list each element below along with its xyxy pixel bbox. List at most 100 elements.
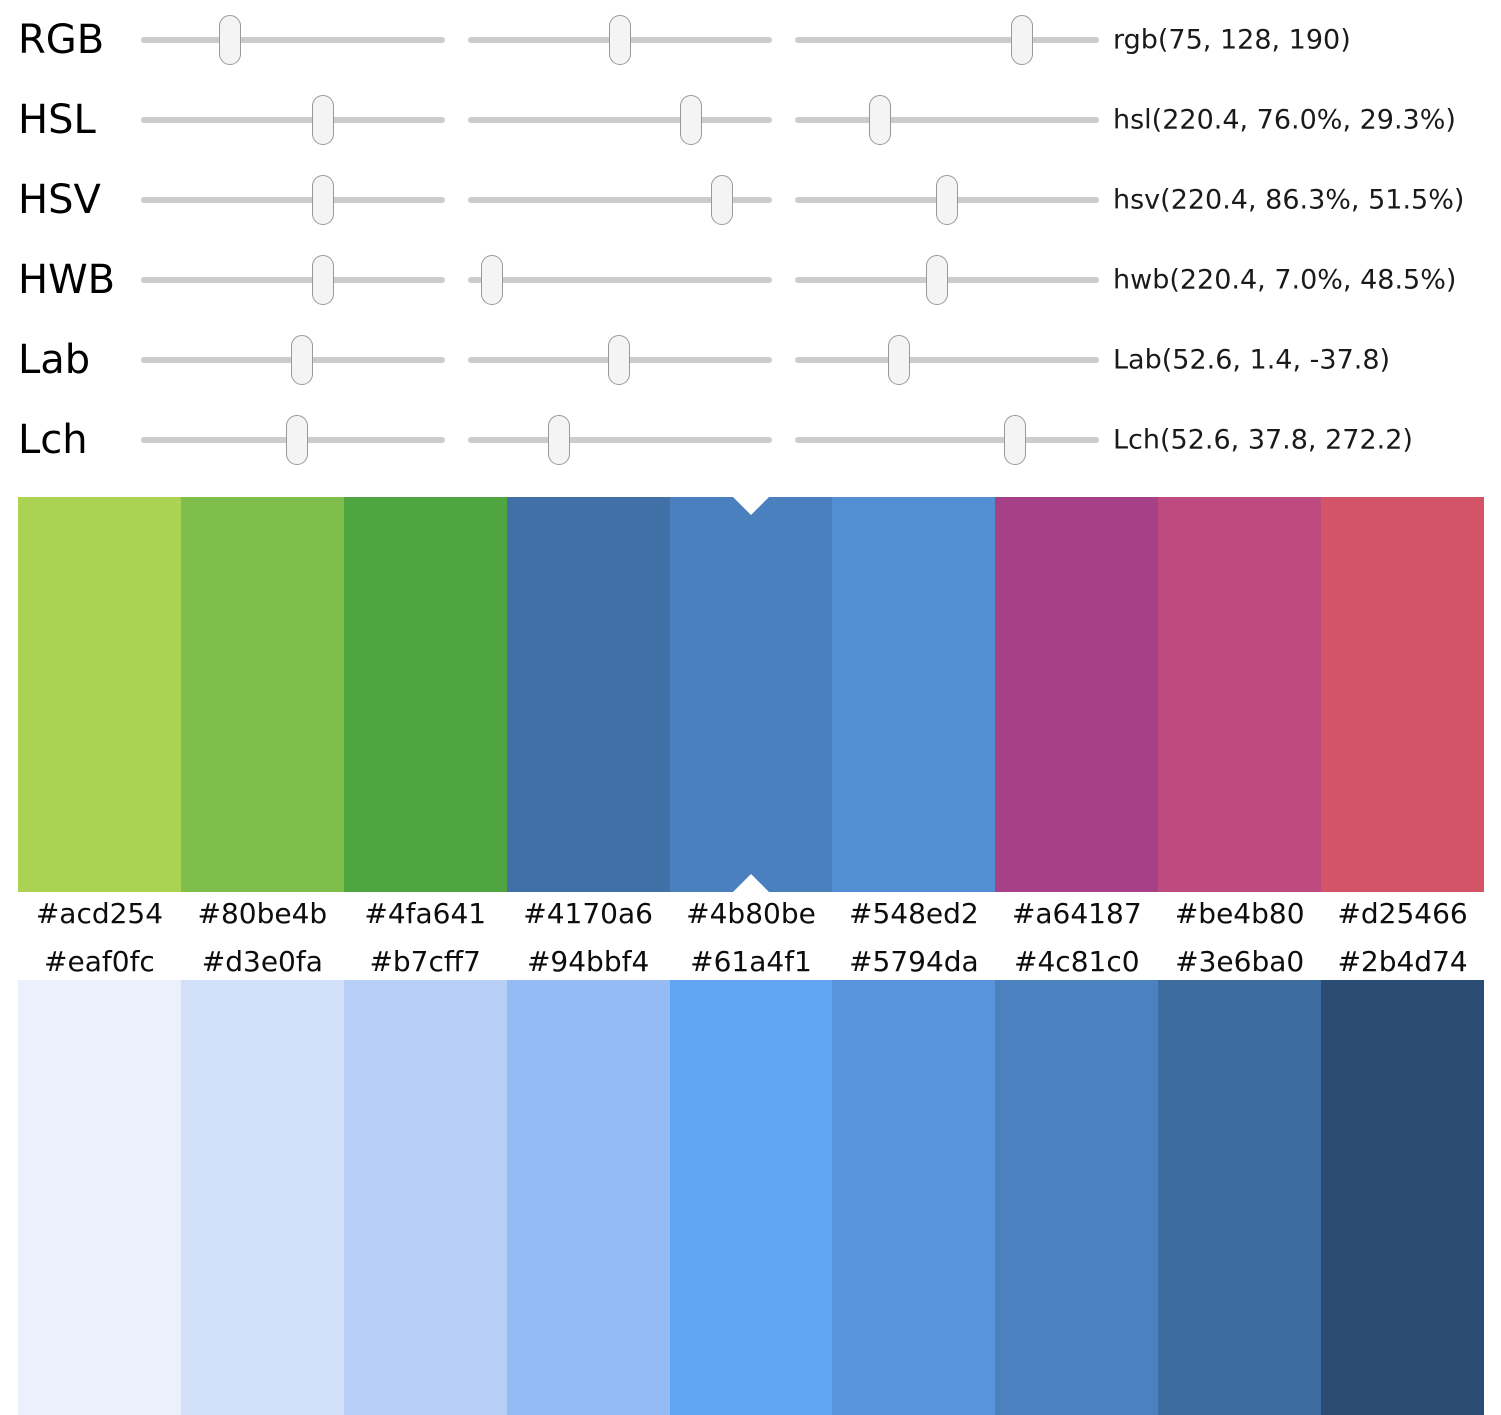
- slider-row-label: Lch: [18, 417, 88, 463]
- color-value-text: hwb(220.4, 7.0%, 48.5%): [1113, 264, 1457, 296]
- slider-lch-channel-3[interactable]: [795, 412, 1099, 468]
- slider-rgb-channel-3[interactable]: [795, 12, 1099, 68]
- selected-swatch-marker-top-icon: [733, 497, 769, 515]
- swatch-hex-label: #4c81c0: [1014, 945, 1140, 978]
- slider-track[interactable]: [795, 437, 1099, 443]
- slider-thumb[interactable]: [711, 175, 734, 225]
- color-swatch[interactable]: [18, 980, 181, 1415]
- color-swatch[interactable]: [832, 980, 996, 1415]
- color-swatch[interactable]: [1321, 980, 1485, 1415]
- main-color-palette[interactable]: [18, 497, 1485, 892]
- slider-row-lab: Lab Lab(52.6, 1.4, -37.8): [0, 320, 1501, 400]
- slider-thumb[interactable]: [925, 255, 948, 305]
- shade-color-palette[interactable]: [18, 980, 1485, 1415]
- swatch-hex-label: #4b80be: [686, 897, 816, 930]
- slider-track[interactable]: [468, 437, 772, 443]
- color-swatch[interactable]: [669, 497, 833, 892]
- swatch-hex-label: #80be4b: [197, 897, 328, 930]
- slider-hsv-channel-3[interactable]: [795, 172, 1099, 228]
- slider-track[interactable]: [141, 117, 445, 123]
- color-swatch[interactable]: [832, 497, 996, 892]
- slider-track[interactable]: [141, 37, 445, 43]
- color-swatch[interactable]: [1158, 497, 1322, 892]
- slider-thumb[interactable]: [218, 15, 241, 65]
- color-swatch[interactable]: [995, 980, 1159, 1415]
- swatch-hex-label: #acd254: [35, 897, 164, 930]
- slider-lch-channel-2[interactable]: [468, 412, 772, 468]
- slider-thumb[interactable]: [608, 335, 631, 385]
- color-value-text: Lab(52.6, 1.4, -37.8): [1113, 344, 1391, 376]
- slider-thumb[interactable]: [869, 95, 892, 145]
- slider-lab-channel-1[interactable]: [141, 332, 445, 388]
- swatch-hex-label: #d25466: [1337, 897, 1468, 930]
- slider-lch-channel-1[interactable]: [141, 412, 445, 468]
- color-swatch[interactable]: [669, 980, 833, 1415]
- slider-thumb[interactable]: [312, 175, 335, 225]
- slider-track[interactable]: [468, 197, 772, 203]
- slider-thumb[interactable]: [547, 415, 570, 465]
- swatch-hex-label: #be4b80: [1174, 897, 1305, 930]
- slider-thumb[interactable]: [312, 255, 335, 305]
- slider-thumb[interactable]: [680, 95, 703, 145]
- color-value-text: hsl(220.4, 76.0%, 29.3%): [1113, 104, 1456, 136]
- slider-thumb[interactable]: [936, 175, 958, 225]
- swatch-hex-label: #5794da: [849, 945, 979, 978]
- slider-lab-channel-3[interactable]: [795, 332, 1099, 388]
- slider-thumb[interactable]: [312, 95, 335, 145]
- swatch-hex-label: #61a4f1: [690, 945, 812, 978]
- slider-hwb-channel-1[interactable]: [141, 252, 445, 308]
- slider-lab-channel-2[interactable]: [468, 332, 772, 388]
- swatch-hex-label: #a64187: [1011, 897, 1142, 930]
- slider-hsv-channel-1[interactable]: [141, 172, 445, 228]
- slider-hwb-channel-2[interactable]: [468, 252, 772, 308]
- slider-track[interactable]: [468, 277, 772, 283]
- swatch-hex-label: #4fa641: [364, 897, 487, 930]
- swatch-hex-label: #3e6ba0: [1175, 945, 1305, 978]
- slider-track[interactable]: [468, 117, 772, 123]
- slider-thumb[interactable]: [887, 335, 910, 385]
- slider-hsv-channel-2[interactable]: [468, 172, 772, 228]
- color-swatch[interactable]: [995, 497, 1159, 892]
- slider-hsl-channel-2[interactable]: [468, 92, 772, 148]
- color-swatch[interactable]: [180, 980, 344, 1415]
- selected-swatch-marker-bottom-icon: [733, 874, 769, 892]
- slider-thumb[interactable]: [1004, 415, 1027, 465]
- slider-track[interactable]: [795, 117, 1099, 123]
- color-value-text: Lch(52.6, 37.8, 272.2): [1113, 424, 1413, 456]
- color-swatch[interactable]: [18, 497, 181, 892]
- swatch-hex-label: #2b4d74: [1337, 945, 1468, 978]
- swatch-hex-label: #94bbf4: [526, 945, 650, 978]
- slider-thumb[interactable]: [609, 15, 631, 65]
- slider-thumb[interactable]: [285, 415, 308, 465]
- slider-hsl-channel-1[interactable]: [141, 92, 445, 148]
- swatch-hex-label: #eaf0fc: [44, 945, 155, 978]
- color-swatch[interactable]: [1321, 497, 1485, 892]
- color-swatch[interactable]: [180, 497, 344, 892]
- slider-row-hsl: HSL hsl(220.4, 76.0%, 29.3%): [0, 80, 1501, 160]
- slider-row-rgb: RGB rgb(75, 128, 190): [0, 0, 1501, 80]
- slider-thumb[interactable]: [291, 335, 314, 385]
- slider-track[interactable]: [141, 277, 445, 283]
- color-swatch[interactable]: [343, 497, 507, 892]
- slider-hwb-channel-3[interactable]: [795, 252, 1099, 308]
- color-swatch[interactable]: [506, 497, 670, 892]
- swatch-hex-label: #b7cff7: [369, 945, 481, 978]
- swatch-hex-label: #548ed2: [849, 897, 979, 930]
- swatch-hex-label: #d3e0fa: [201, 945, 323, 978]
- color-swatch[interactable]: [343, 980, 507, 1415]
- color-value-text: rgb(75, 128, 190): [1113, 24, 1351, 56]
- color-swatch[interactable]: [506, 980, 670, 1415]
- slider-rgb-channel-1[interactable]: [141, 12, 445, 68]
- slider-row-label: HSL: [18, 97, 96, 143]
- slider-track[interactable]: [795, 357, 1099, 363]
- slider-row-hwb: HWB hwb(220.4, 7.0%, 48.5%): [0, 240, 1501, 320]
- slider-track[interactable]: [795, 37, 1099, 43]
- slider-row-hsv: HSV hsv(220.4, 86.3%, 51.5%): [0, 160, 1501, 240]
- color-swatch[interactable]: [1158, 980, 1322, 1415]
- slider-hsl-channel-3[interactable]: [795, 92, 1099, 148]
- slider-rgb-channel-2[interactable]: [468, 12, 772, 68]
- color-value-text: hsv(220.4, 86.3%, 51.5%): [1113, 184, 1465, 216]
- slider-thumb[interactable]: [481, 255, 504, 305]
- slider-track[interactable]: [141, 197, 445, 203]
- slider-thumb[interactable]: [1010, 15, 1033, 65]
